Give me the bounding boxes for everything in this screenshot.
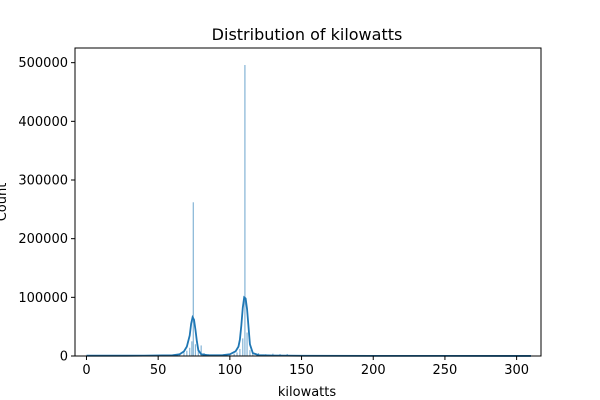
histogram-bar <box>194 344 197 356</box>
histogram-bar <box>236 352 238 356</box>
x-tick-label: 200 <box>361 363 386 378</box>
y-tick-label: 200000 <box>18 232 68 247</box>
plot-area-frame <box>74 47 542 357</box>
histogram-bar <box>186 350 188 356</box>
y-tick-label: 0 <box>60 350 68 365</box>
histogram-bar <box>246 332 248 356</box>
x-axis-label: kilowatts <box>278 385 336 400</box>
kde-curve <box>86 295 531 357</box>
histogram-bar <box>200 345 202 356</box>
x-tick-label: 250 <box>433 363 458 378</box>
histogram-bar <box>244 65 246 356</box>
x-tick-label: 300 <box>504 363 529 378</box>
histogram-bar <box>242 338 244 356</box>
histogram-bar <box>183 352 185 356</box>
x-axis-ticks: 0 50 100 150 200 250 300 <box>82 356 529 378</box>
histogram-bar <box>192 202 194 356</box>
histogram-bar <box>191 341 193 356</box>
x-tick-label: 100 <box>217 363 242 378</box>
histogram-bar <box>249 350 251 356</box>
histogram-bar <box>252 353 254 356</box>
y-axis-label: Count <box>0 183 10 222</box>
y-tick-label: 400000 <box>18 115 68 130</box>
histogram-bar <box>189 347 191 356</box>
y-tick-label: 500000 <box>18 56 68 71</box>
x-tick-label: 0 <box>82 363 90 378</box>
x-tick-label: 150 <box>289 363 314 378</box>
histogram-bar <box>233 353 235 356</box>
histogram-bar <box>239 348 241 356</box>
y-tick-label: 300000 <box>18 174 68 189</box>
histogram-bar <box>197 350 199 356</box>
chart-title: Distribution of kilowatts <box>212 25 403 44</box>
histogram-bars <box>85 65 518 356</box>
y-tick-label: 100000 <box>18 291 68 306</box>
y-axis-ticks: 0 100000 200000 300000 400000 500000 <box>18 56 75 365</box>
x-tick-label: 50 <box>150 363 167 378</box>
